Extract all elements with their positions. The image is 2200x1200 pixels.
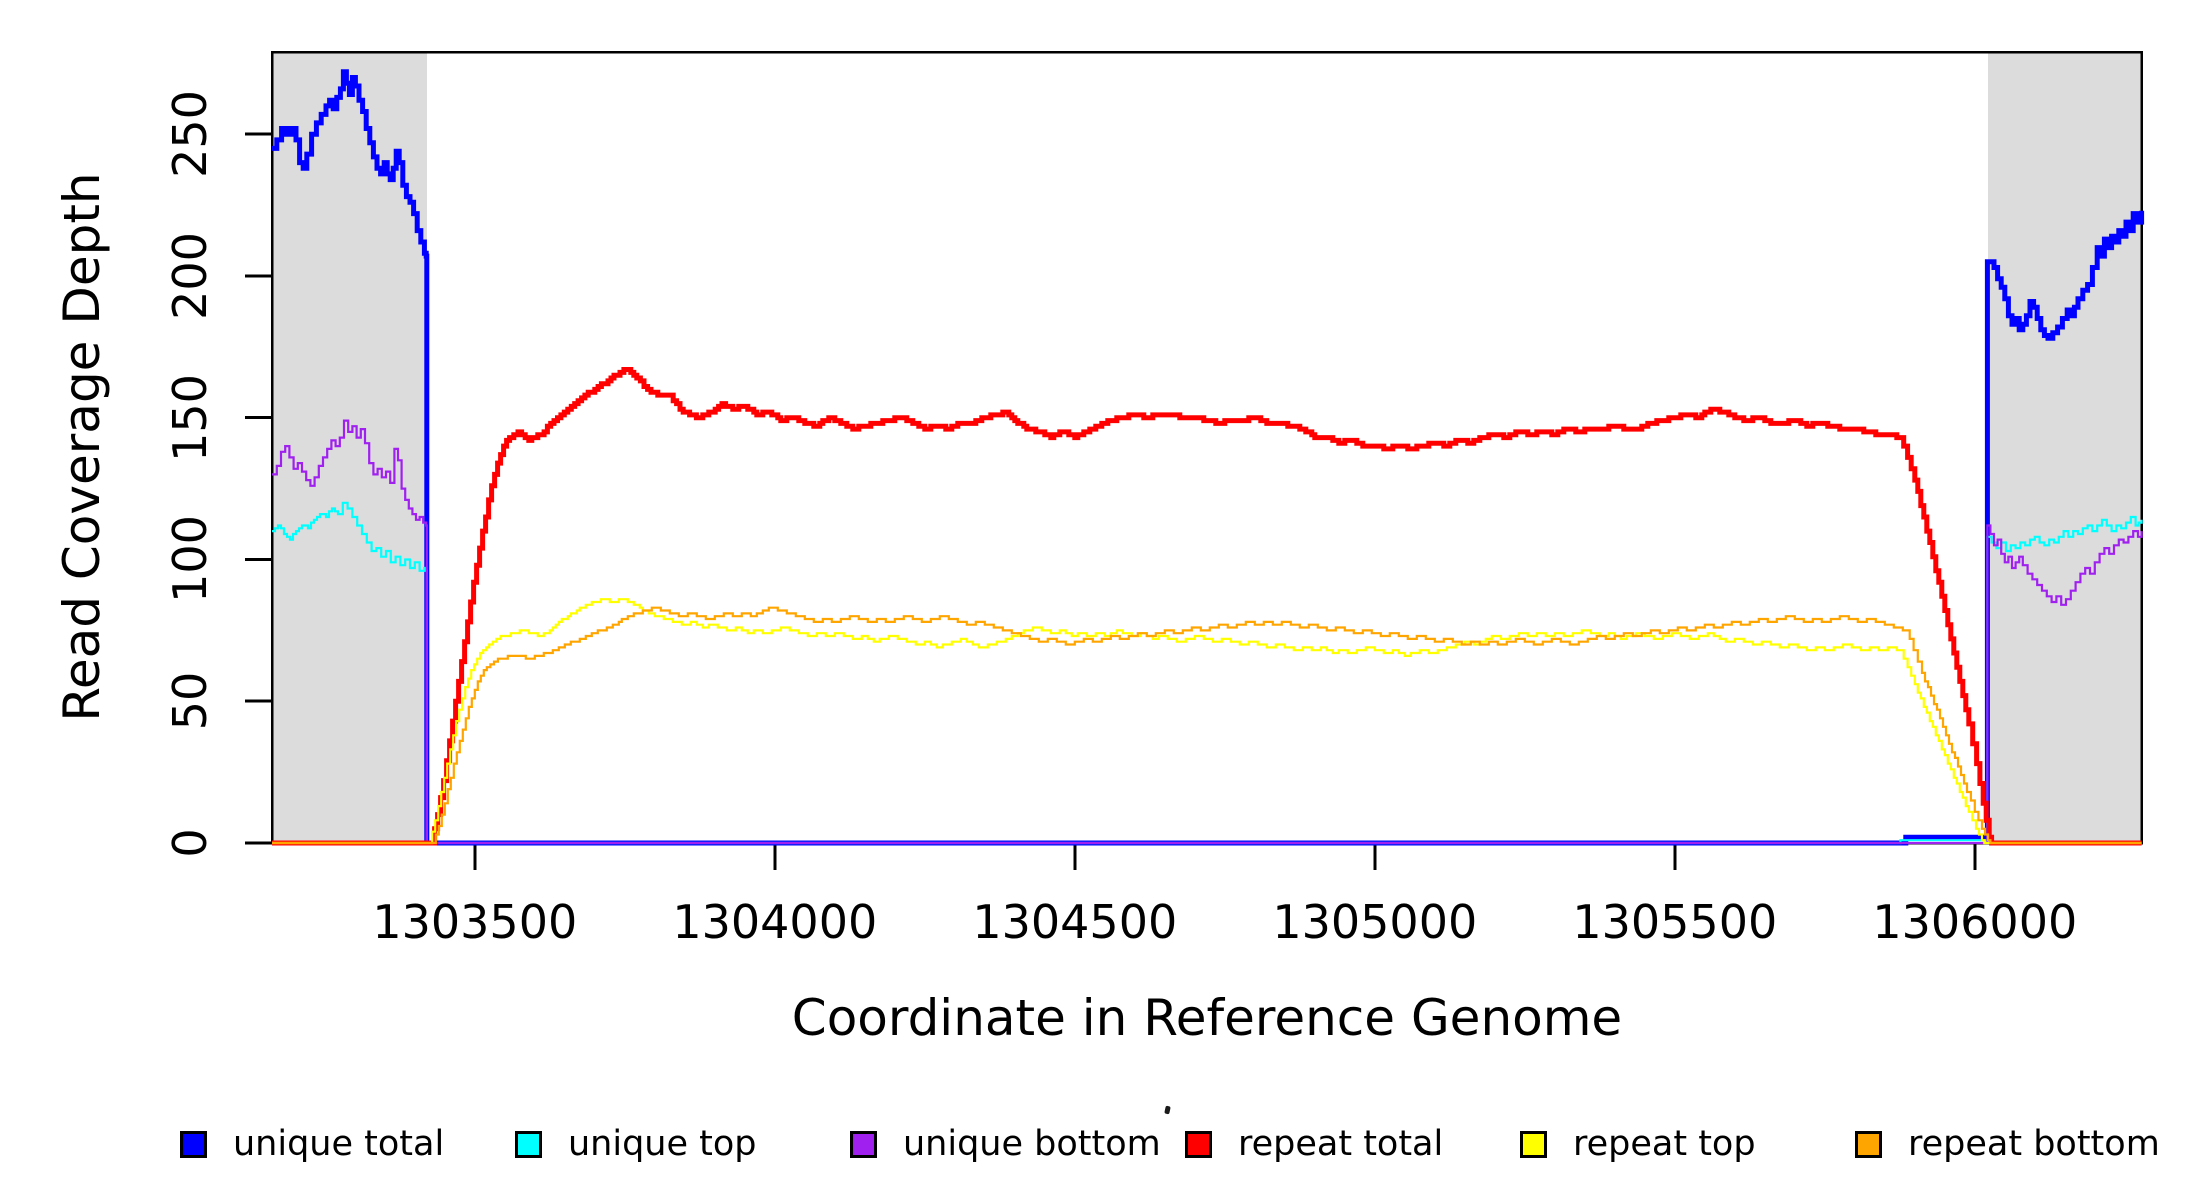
legend-label: unique total <box>233 1124 445 1164</box>
y-tick-label-150: 150 <box>163 373 217 462</box>
legend-swatch-icon-unique-top <box>515 1130 542 1158</box>
y-tick-label-50: 50 <box>163 671 217 731</box>
legend-label: unique top <box>568 1124 757 1164</box>
y-tick-label-100: 100 <box>163 515 217 604</box>
legend-item-repeat-total: repeat total <box>1185 1124 1443 1164</box>
legend-swatch-icon-unique-bottom <box>850 1130 877 1158</box>
x-tick-label-1304500: 1304500 <box>972 895 1178 949</box>
legend-item-repeat-bottom: repeat bottom <box>1855 1124 2160 1164</box>
legend-swatch-icon-repeat-top <box>1520 1130 1547 1158</box>
series-line-unique-total <box>272 69 2145 846</box>
x-tick-label-1306000: 1306000 <box>1872 895 2078 949</box>
legend-item-unique-bottom: unique bottom <box>850 1124 1161 1164</box>
legend-label: repeat total <box>1238 1124 1444 1164</box>
series-line-unique-top <box>272 501 2143 845</box>
y-tick-label-200: 200 <box>163 232 217 320</box>
legend-swatch-icon-repeat-bottom <box>1855 1130 1882 1158</box>
legend-label: repeat top <box>1573 1124 1756 1164</box>
legend-item-repeat-top: repeat top <box>1520 1124 1756 1164</box>
x-tick-label-1305000: 1305000 <box>1272 895 1478 949</box>
legend-label: unique bottom <box>903 1124 1161 1164</box>
legend-item-unique-total: unique total <box>180 1124 444 1164</box>
series-line-repeat-total <box>272 367 2142 846</box>
legend-label: repeat bottom <box>1908 1124 2160 1164</box>
y-tick-label-250: 250 <box>163 90 217 179</box>
legend-swatch-icon-unique-total <box>180 1130 207 1158</box>
series-line-unique-bottom <box>272 419 2143 845</box>
plot-border-box <box>270 50 2143 845</box>
x-axis-title: Coordinate in Reference Genome <box>791 989 1623 1047</box>
x-tick-label-1303500: 1303500 <box>372 895 578 949</box>
series-line-repeat-bottom <box>272 606 2142 845</box>
x-tick-label-1304000: 1304000 <box>672 895 878 949</box>
legend-item-unique-top: unique top <box>515 1124 757 1164</box>
x-tick-label-1305500: 1305500 <box>1572 895 1778 949</box>
legend-swatch-icon-repeat-total <box>1185 1130 1212 1158</box>
shaded-region-right-flank <box>1988 52 2142 843</box>
series-line-repeat-top <box>272 598 2142 845</box>
y-axis-title: Read Coverage Depth <box>53 172 111 722</box>
y-tick-label-0: 0 <box>163 828 217 858</box>
